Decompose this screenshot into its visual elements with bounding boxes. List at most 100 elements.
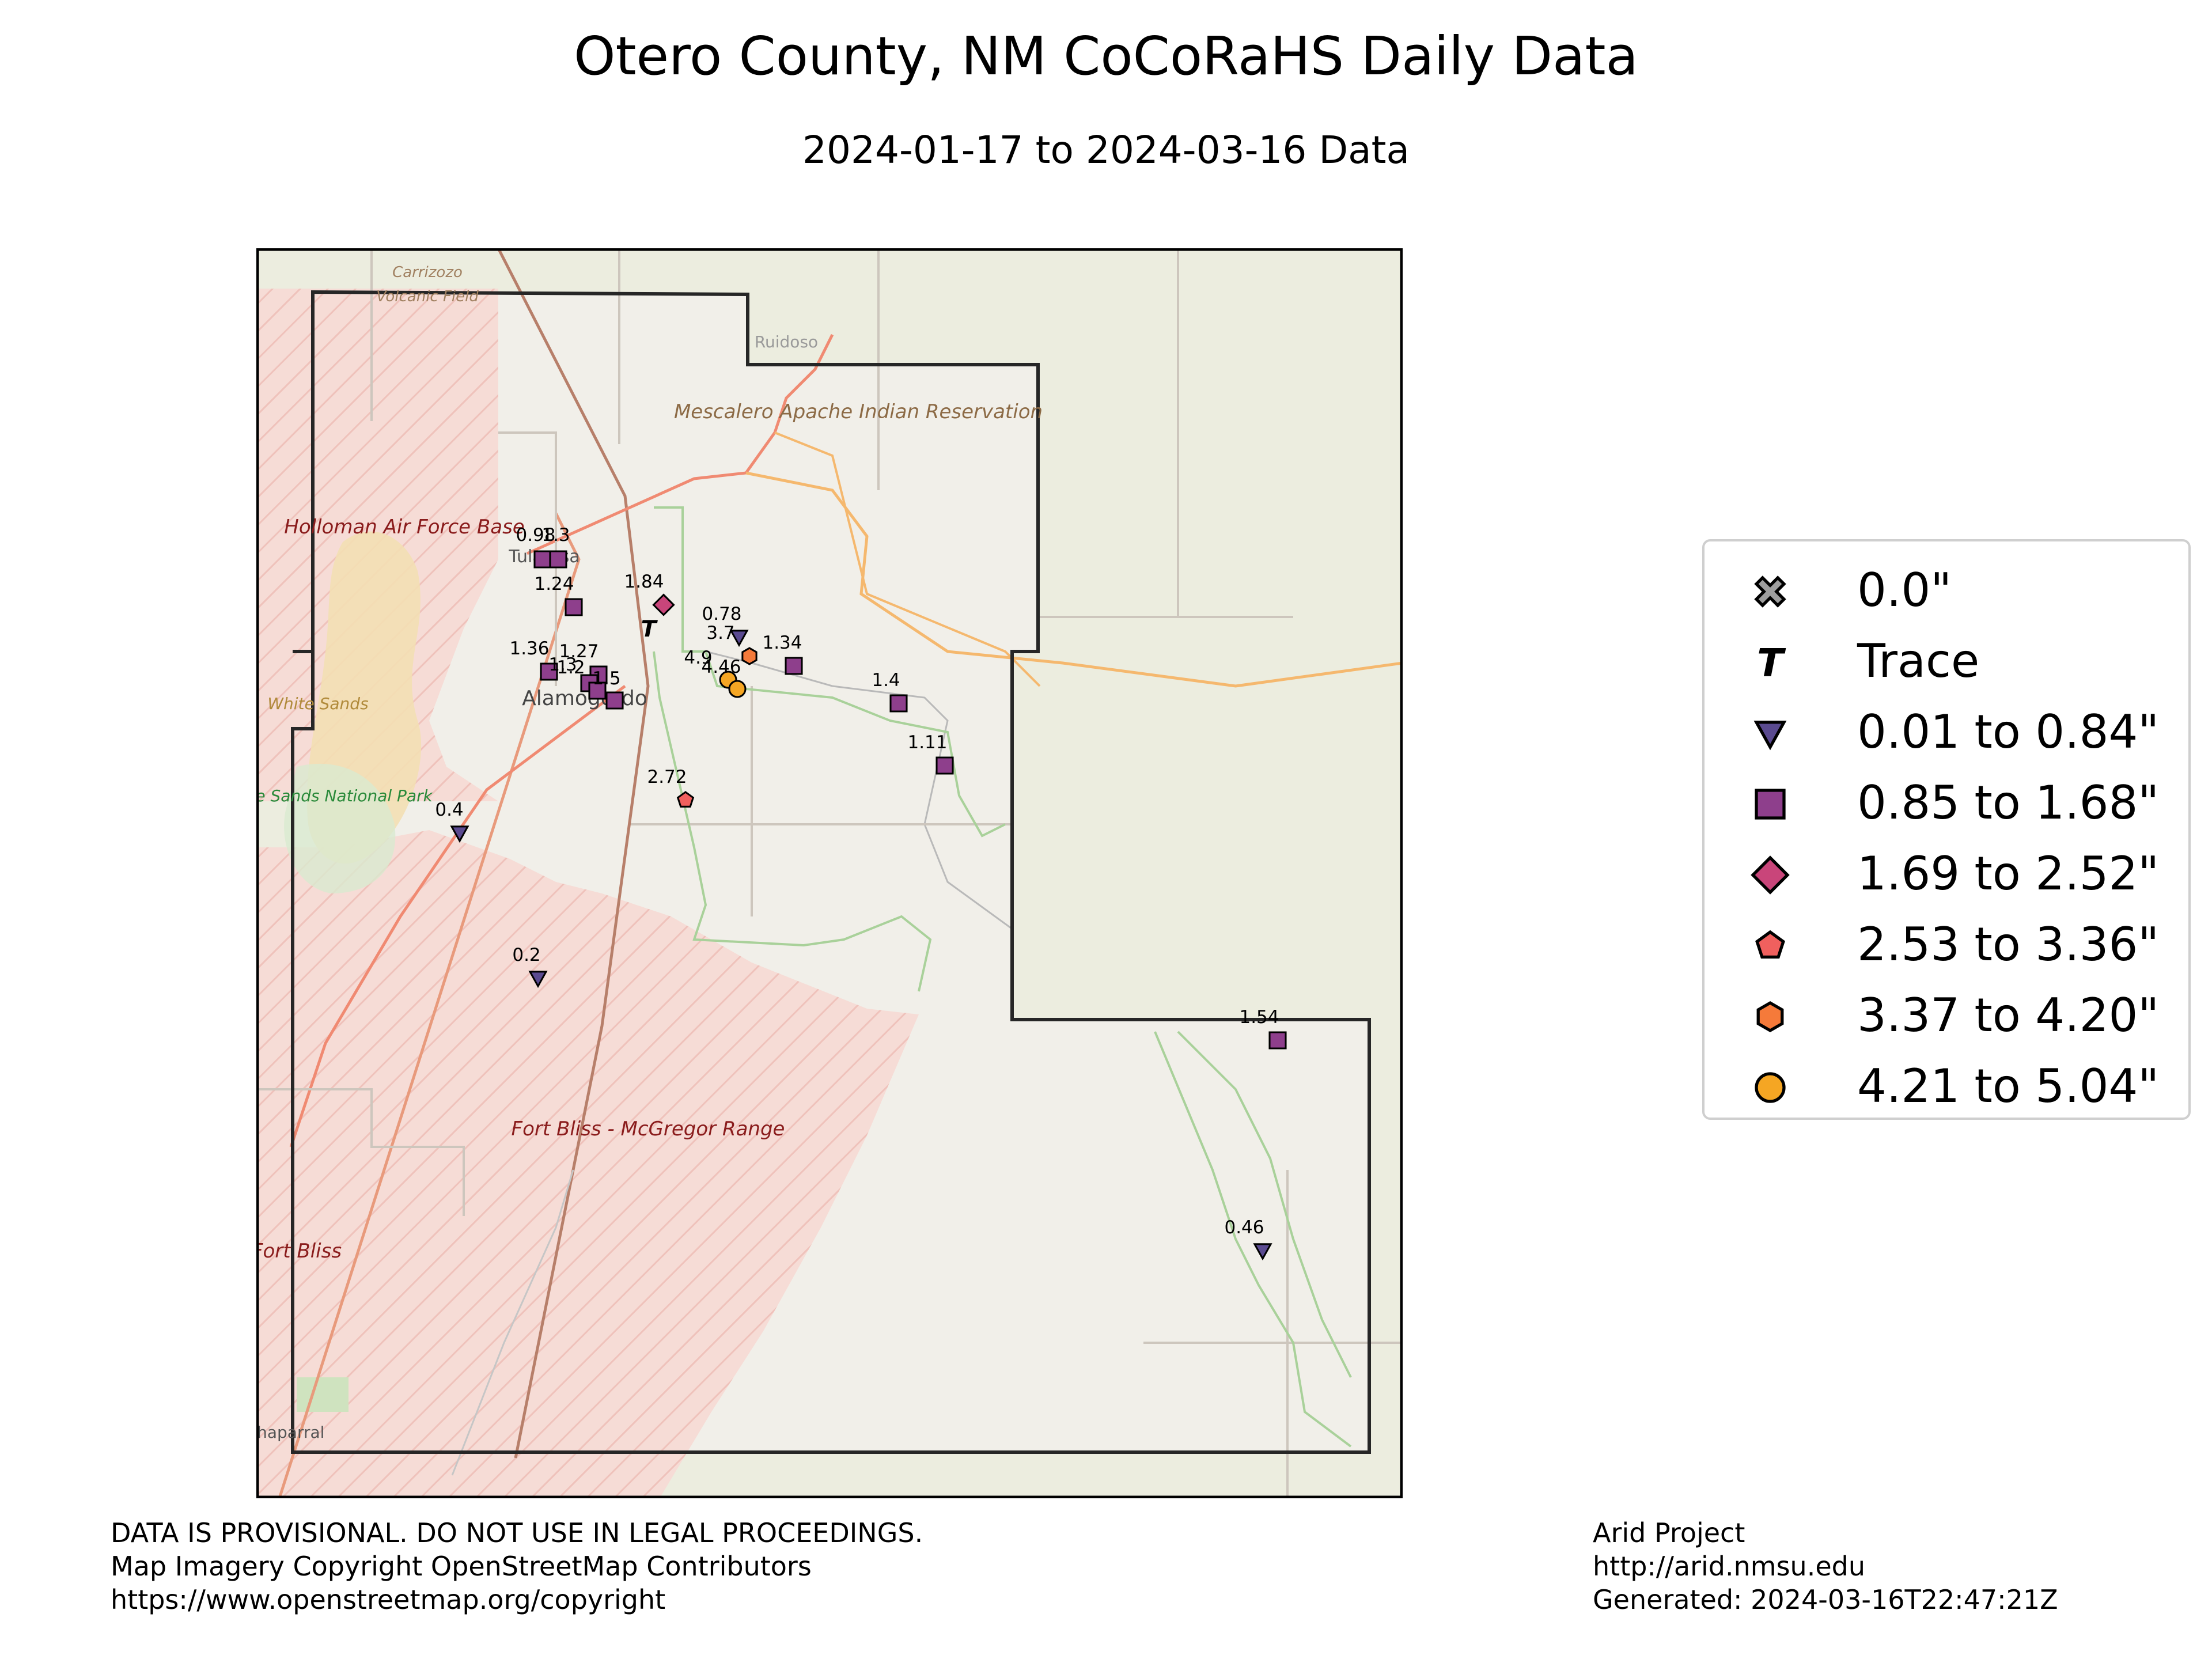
road-east: [745, 471, 1403, 688]
station-marker: [785, 657, 803, 675]
legend-label: 4.21 to 5.04": [1857, 1059, 2160, 1113]
station-value-label: 0.2: [512, 945, 540, 965]
label-fort-bliss: Fort Bliss: [256, 1240, 342, 1263]
station-value-label: 1.34: [762, 632, 802, 653]
footer-credits: Arid Project http://arid.nmsu.edu Genera…: [1593, 1516, 2058, 1616]
legend-label: 0.01 to 0.84": [1857, 705, 2160, 759]
highway-70: [278, 512, 581, 1498]
station-marker: [652, 593, 675, 616]
station-value-label: 0.98: [516, 525, 555, 546]
map-panel: Carrizozo Volcanic Field Ruidoso Mescale…: [256, 248, 1403, 1498]
map-subtitle: 2024-01-17 to 2024-03-16 Data: [802, 128, 1410, 172]
x-icon-shape: [1754, 575, 1786, 608]
station-marker: [450, 825, 469, 843]
station-value-label: 1.11: [907, 732, 947, 753]
pentagon-icon-shape: [1755, 930, 1785, 959]
station-value-label: 3.7: [706, 623, 734, 643]
station-marker: [588, 681, 607, 700]
trace-t-icon: T: [1757, 641, 1786, 685]
footer-line: DATA IS PROVISIONAL. DO NOT USE IN LEGAL…: [111, 1517, 923, 1548]
station-marker: [741, 647, 757, 665]
station-value-label: 0.78: [702, 604, 741, 624]
label-chaparral: Chaparral: [256, 1423, 324, 1442]
x-icon: [1754, 575, 1786, 608]
station-value-label: 0.46: [1224, 1217, 1264, 1238]
station-marker: [528, 971, 548, 988]
footer-link[interactable]: https://www.openstreetmap.org/copyright: [111, 1584, 666, 1615]
label-ruidoso: Ruidoso: [755, 332, 818, 351]
square-icon-shape: [1755, 789, 1786, 820]
triangle-down-icon: [1753, 721, 1787, 751]
map-title: Otero County, NM CoCoRaHS Daily Data: [574, 25, 1638, 87]
pentagon-icon: [1755, 930, 1785, 959]
diamond-icon-shape: [1751, 855, 1790, 895]
legend-label: 0.0": [1857, 563, 1952, 617]
station-value-label: 4.9: [684, 647, 712, 668]
station-value-label: 1.84: [624, 571, 664, 592]
hexagon-icon: [1756, 1001, 1784, 1033]
county-boundary: [291, 290, 1371, 1454]
footer-link[interactable]: http://arid.nmsu.edu: [1593, 1551, 1865, 1582]
legend-item: T Trace: [1705, 626, 2188, 695]
circle-icon-shape: [1755, 1072, 1786, 1103]
label-volcanic-field: Volcanic Field: [376, 288, 479, 305]
legend-label: 1.69 to 2.52": [1857, 847, 2160, 900]
station-marker: [540, 662, 558, 681]
square-icon: [1755, 789, 1786, 820]
station-marker: [729, 630, 749, 647]
fort-bliss-restricted-area: [256, 830, 919, 1498]
station-value-label: 1.24: [534, 574, 574, 594]
station-value-label: 1.2: [556, 657, 585, 678]
legend-label: 2.53 to 3.36": [1857, 918, 2160, 971]
legend-label: Trace: [1857, 634, 1980, 688]
station-marker: [565, 598, 583, 616]
map-frame: [256, 248, 1403, 1498]
national-forest-boundary: [653, 506, 1352, 1448]
legend-item: 1.69 to 2.52": [1705, 839, 2188, 908]
label-carrizozo: Carrizozo: [392, 264, 463, 281]
station-value-label: 1.3: [541, 525, 570, 546]
footer-line: Generated: 2024-03-16T22:47:21Z: [1593, 1584, 2058, 1615]
diamond-icon: [1751, 855, 1790, 895]
footer-line: Map Imagery Copyright OpenStreetMap Cont…: [111, 1551, 812, 1582]
station-value-label: 2.72: [647, 767, 687, 787]
station-value-label: 1.4: [872, 670, 900, 691]
legend-item: 2.53 to 3.36": [1705, 910, 2188, 979]
station-marker: [1253, 1243, 1272, 1261]
station-value-label: 1.5: [592, 668, 620, 689]
station-marker: [728, 680, 747, 698]
station-marker: [676, 791, 695, 808]
station-value-label: 0.4: [435, 800, 463, 820]
station-marker: [935, 756, 954, 775]
legend-label: 3.37 to 4.20": [1857, 988, 2160, 1042]
hexagon-icon-shape: [1756, 1001, 1784, 1033]
station-marker: [889, 694, 908, 713]
local-road: [705, 650, 1012, 929]
station-value-label: 4.46: [701, 657, 741, 677]
station-marker: [549, 550, 567, 569]
triangle-down-icon-shape: [1753, 721, 1787, 751]
station-marker: T: [641, 616, 658, 642]
park-patch: [297, 1377, 349, 1412]
legend-item: 0.0": [1705, 555, 2188, 624]
road-southwest: [289, 685, 626, 1147]
legend-item: 4.21 to 5.04": [1705, 1051, 2188, 1120]
station-marker: [533, 550, 552, 569]
station-marker: [605, 691, 624, 710]
station-value-label: 1.3: [548, 654, 577, 675]
circle-icon: [1755, 1072, 1786, 1103]
footer-disclaimer: DATA IS PROVISIONAL. DO NOT USE IN LEGAL…: [111, 1516, 923, 1616]
label-fort-bliss-mcgregor: Fort Bliss - McGregor Range: [512, 1118, 785, 1141]
legend-label: 0.85 to 1.68": [1857, 776, 2160, 830]
local-road-2: [451, 1169, 574, 1476]
legend-item: 3.37 to 4.20": [1705, 980, 2188, 1050]
station-value-label: 1.54: [1239, 1007, 1279, 1028]
label-holloman: Holloman Air Force Base: [284, 516, 524, 539]
legend-item: 0.01 to 0.84": [1705, 697, 2188, 766]
label-white-sands: White Sands: [267, 694, 368, 713]
station-value-label: 1.36: [509, 638, 549, 659]
label-white-sands-np: White Sands National Park: [256, 786, 434, 805]
label-mescalero: Mescalero Apache Indian Reservation: [674, 400, 1043, 423]
station-marker: [1268, 1031, 1287, 1050]
